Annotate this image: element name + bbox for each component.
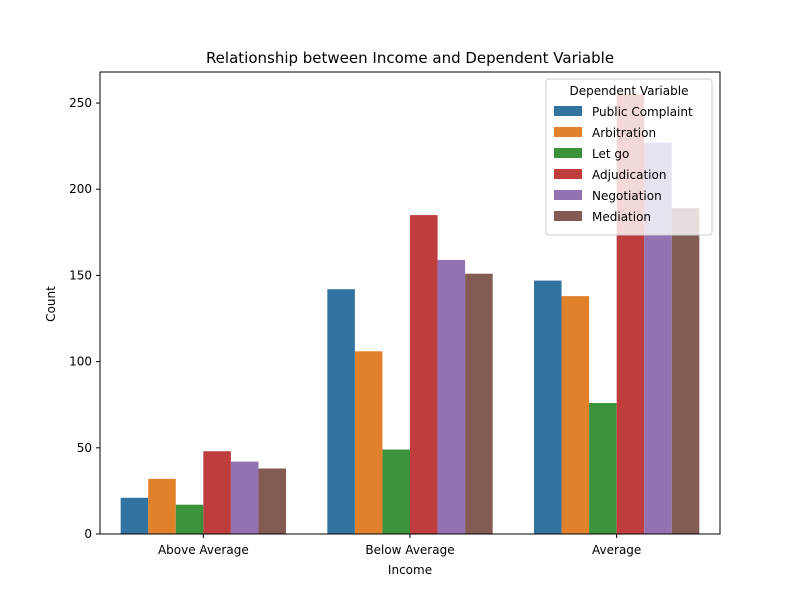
legend-title: Dependent Variable — [570, 84, 689, 98]
y-tick-label: 200 — [69, 182, 92, 196]
legend-swatch — [554, 211, 582, 221]
legend-box — [545, 78, 713, 236]
legend-label: Negotiation — [592, 189, 662, 203]
legend-swatch — [554, 169, 582, 179]
legend-label: Let go — [592, 147, 629, 161]
legend-swatch — [554, 190, 582, 200]
bar-adjudication-above-average — [203, 451, 231, 534]
bars-group — [120, 94, 700, 534]
x-tick-label: Above Average — [158, 543, 249, 557]
x-tick-label: Average — [592, 543, 641, 557]
legend-label: Public Complaint — [592, 105, 693, 119]
bar-arbitration-below-average — [354, 351, 383, 534]
y-tick-label: 150 — [69, 268, 92, 282]
legend-swatch — [554, 148, 582, 158]
y-tick-label: 0 — [84, 527, 92, 541]
bar-arbitration-average — [561, 296, 590, 534]
bar-public-complaint-above-average — [120, 497, 149, 534]
legend-swatch — [554, 106, 582, 116]
legend-swatch — [554, 127, 582, 137]
y-tick-label: 250 — [69, 96, 92, 110]
bar-negotiation-above-average — [230, 461, 259, 534]
bar-let-go-average — [589, 402, 617, 534]
bar-public-complaint-below-average — [327, 289, 355, 534]
axes-group: 0 50 100 150 200 250 Above Average Below Averag… — [69, 71, 721, 557]
legend-label: Arbitration — [592, 126, 656, 140]
bar-mediation-above-average — [258, 468, 286, 534]
bar-let-go-above-average — [175, 504, 204, 534]
legend-label: Mediation — [592, 210, 651, 224]
bar-let-go-below-average — [382, 449, 410, 534]
bar-adjudication-below-average — [410, 215, 438, 534]
x-axis-label: Income — [388, 563, 432, 577]
legend-label: Adjudication — [592, 168, 666, 182]
bar-mediation-average — [671, 208, 700, 534]
x-tick-label: Below Average — [365, 543, 454, 557]
y-tick-label: 50 — [77, 441, 92, 455]
bar-mediation-below-average — [465, 273, 493, 534]
y-tick-label: 100 — [69, 355, 92, 369]
y-axis-label: Count — [44, 286, 58, 322]
bar-arbitration-above-average — [148, 478, 176, 534]
bar-public-complaint-average — [534, 280, 562, 534]
chart-title: Relationship between Income and Dependen… — [206, 49, 614, 67]
bar-negotiation-below-average — [437, 259, 466, 534]
legend: Dependent Variable Public Complaint Arbitr… — [545, 78, 713, 236]
